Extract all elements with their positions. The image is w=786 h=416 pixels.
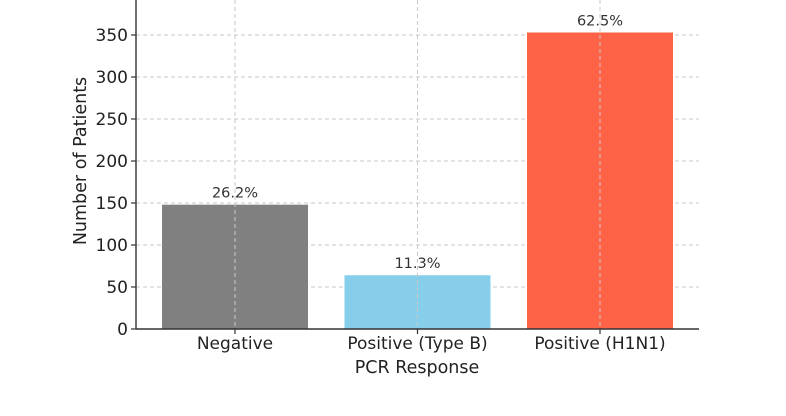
y-tick-label: 150 xyxy=(96,194,128,214)
x-tick-label: Negative xyxy=(197,334,273,354)
bars xyxy=(162,32,673,329)
data-label: 62.5% xyxy=(577,13,623,29)
x-tick-label: Positive (Type B) xyxy=(347,334,487,354)
data-label: 26.2% xyxy=(212,186,258,202)
vertical-gridlines xyxy=(234,0,601,329)
y-tick-label: 400 xyxy=(96,0,128,4)
data-label: 11.3% xyxy=(394,256,440,272)
y-tick-label: 50 xyxy=(106,278,128,298)
x-tick-label: Positive (H1N1) xyxy=(534,334,665,354)
y-tick-label: 0 xyxy=(117,320,128,340)
y-tick-label: 350 xyxy=(96,26,128,46)
axes xyxy=(131,0,699,334)
y-axis-label: Number of Patients xyxy=(71,77,91,245)
y-tick-label: 200 xyxy=(96,152,128,172)
y-tick-label: 300 xyxy=(96,68,128,88)
y-tick-label: 250 xyxy=(96,110,128,130)
bar-2 xyxy=(527,32,673,329)
labels: 0 50 100 150 200 250 300 350 400 Negative 26.2% Pos… xyxy=(96,0,666,354)
y-tick-label: 100 xyxy=(96,236,128,256)
x-axis-label: PCR Response xyxy=(355,358,480,378)
